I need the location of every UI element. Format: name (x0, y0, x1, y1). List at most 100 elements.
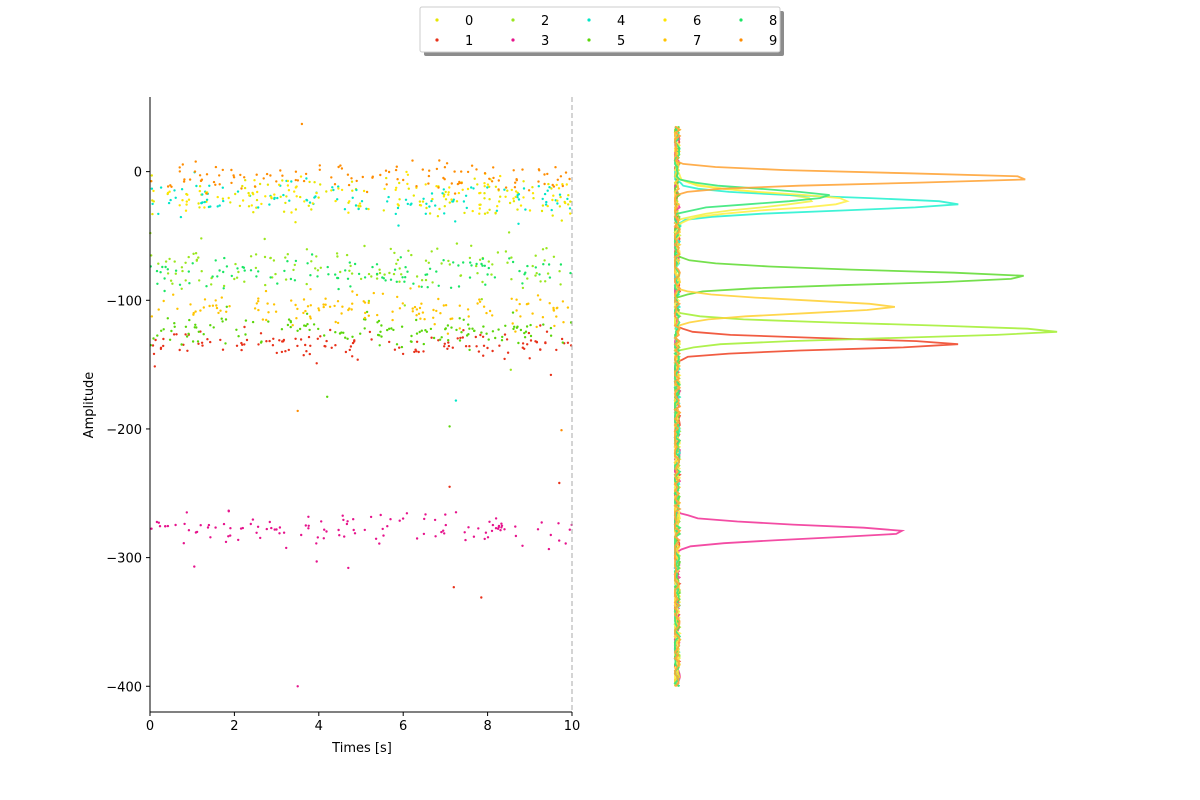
scatter-point-series-6 (269, 195, 273, 198)
scatter-point-series-7 (391, 318, 394, 322)
scatter-point-series-5 (251, 320, 255, 324)
scatter-point-series-1 (539, 348, 542, 351)
scatter-point-series-3 (386, 525, 389, 528)
scatter-point-series-6 (273, 193, 276, 196)
scatter-point-series-8 (404, 276, 407, 279)
scatter-point-series-1 (241, 343, 244, 346)
scatter-point-series-8 (375, 263, 379, 266)
scatter-point-series-2 (184, 279, 187, 282)
scatter-point-series-6 (466, 187, 470, 191)
scatter-point-series-9 (427, 174, 431, 178)
scatter-point-series-0 (531, 186, 534, 189)
scatter-point-series-6 (478, 212, 481, 215)
scatter-point-series-3 (268, 520, 271, 524)
scatter-point-series-8 (559, 263, 563, 266)
scatter-point-series-8 (166, 268, 169, 271)
scatter-point-series-7 (341, 305, 344, 308)
scatter-point-series-8 (222, 270, 225, 274)
scatter-point-series-2 (263, 255, 267, 259)
scatter-point-series-6 (514, 195, 517, 199)
scatter-point-series-7 (466, 308, 470, 311)
scatter-point-series-0 (476, 183, 479, 186)
scatter-point-series-2 (367, 299, 371, 303)
scatter-point-series-2 (166, 272, 170, 275)
scatter-point-series-4 (544, 203, 548, 206)
scatter-point-series-5 (363, 327, 366, 330)
scatter-point-series-3 (282, 531, 286, 534)
scatter-point-series-8 (236, 267, 239, 270)
scatter-point-series-6 (260, 202, 263, 206)
scatter-point-series-6 (522, 196, 525, 199)
scatter-point-series-7 (309, 288, 312, 291)
scatter-point-series-0 (255, 198, 259, 202)
scatter-point-series-6 (347, 211, 350, 214)
scatter-point-series-7 (510, 297, 513, 300)
scatter-point-series-1 (398, 346, 401, 349)
scatter-point-series-8 (363, 276, 367, 279)
scatter-point-series-0 (325, 190, 328, 193)
scatter-point-series-2 (194, 252, 198, 255)
scatter-point-series-5 (209, 324, 212, 327)
scatter-point-series-7 (295, 317, 298, 320)
scatter-point-series-6 (406, 182, 409, 186)
scatter-point-series-5 (346, 337, 349, 340)
scatter-point-series-1 (388, 340, 391, 344)
scatter-point-series-0 (198, 185, 202, 188)
scatter-point-series-5 (221, 320, 224, 323)
scatter-point-series-1 (503, 357, 506, 361)
scatter-point-series-4 (331, 186, 334, 189)
scatter-point-series-9 (396, 178, 399, 181)
scatter-point-series-5 (450, 326, 453, 329)
scatter-point-series-5 (462, 318, 465, 321)
scatter-point-series-1 (299, 338, 303, 341)
scatter-point-series-3 (183, 522, 186, 526)
scatter-point-series-6 (419, 204, 423, 207)
scatter-point-series-3 (398, 519, 401, 522)
scatter-point-series-2 (526, 277, 529, 280)
scatter-point-series-0 (540, 209, 544, 213)
scatter-point-series-4 (442, 188, 445, 191)
scatter-point-series-8 (483, 264, 486, 267)
scatter-point-series-6 (362, 189, 366, 193)
scatter-point-series-5 (491, 330, 495, 333)
scatter-point-series-8 (437, 284, 440, 287)
scatter-point-series-5 (418, 330, 421, 334)
scatter-point-series-3 (338, 534, 341, 537)
scatter-point-series-7 (363, 316, 367, 320)
scatter-point-series-6 (424, 183, 427, 186)
scatter-point-series-7 (322, 305, 325, 309)
scatter-point-series-4 (430, 199, 433, 203)
scatter-point-series-2 (367, 272, 371, 276)
scatter-point-series-9 (205, 173, 209, 176)
scatter-point-series-3 (259, 536, 262, 540)
scatter-point-series-1 (206, 338, 209, 341)
scatter-point-series-2 (319, 266, 322, 269)
scatter-point-series-5 (390, 327, 393, 330)
scatter-point-series-7 (355, 293, 359, 297)
scatter-point-series-0 (294, 208, 298, 211)
scatter-point-series-1 (243, 325, 246, 329)
scatter-point-series-3 (540, 521, 543, 524)
scatter-point-series-0 (560, 219, 563, 222)
scatter-point-series-8 (375, 272, 379, 276)
scatter-point-series-1 (482, 344, 486, 347)
scatter-point-series-8 (163, 277, 166, 280)
scatter-point-series-0 (455, 200, 459, 203)
scatter-point-series-5 (289, 325, 292, 329)
scatter-point-series-9 (239, 173, 242, 177)
scatter-point-series-2 (546, 272, 550, 275)
scatter-point-series-9 (232, 176, 236, 179)
scatter-outlier-series-3 (564, 542, 567, 545)
scatter-point-series-5 (184, 325, 188, 328)
scatter-point-series-1 (477, 350, 481, 353)
scatter-point-series-7 (208, 304, 211, 308)
scatter-point-series-2 (534, 254, 537, 257)
y-tick-label: −100 (106, 294, 142, 309)
scatter-point-series-2 (269, 256, 272, 260)
scatter-outlier-series-5 (326, 395, 329, 398)
scatter-point-series-7 (317, 307, 320, 310)
scatter-point-series-5 (378, 344, 381, 347)
density-line-series-3 (673, 125, 906, 687)
scatter-point-series-2 (197, 256, 200, 259)
scatter-point-series-1 (462, 329, 465, 332)
